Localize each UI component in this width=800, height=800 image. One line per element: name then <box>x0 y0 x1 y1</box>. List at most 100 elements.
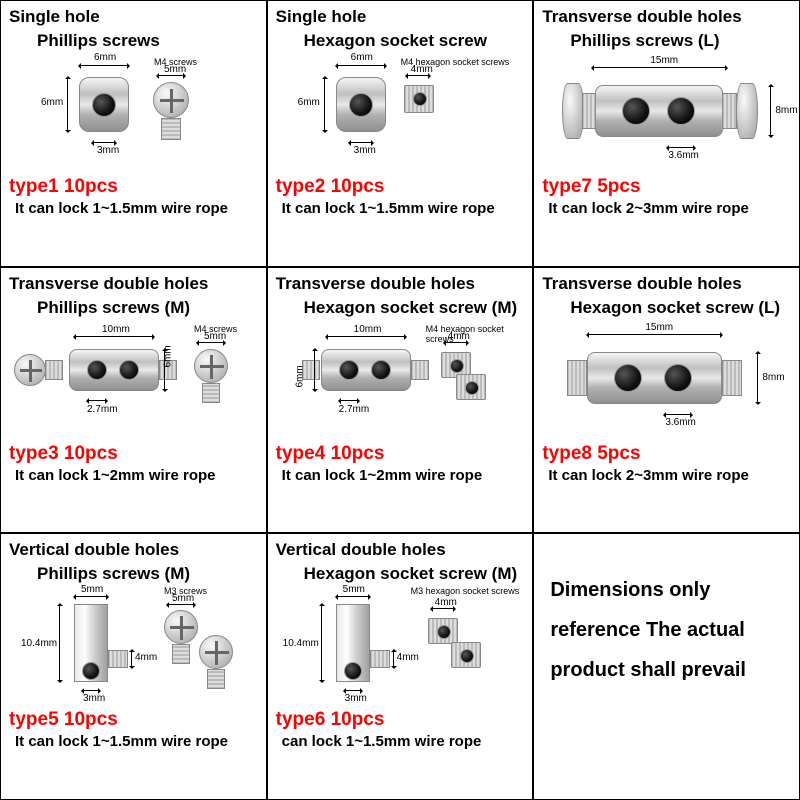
category-title: Vertical double holes <box>9 540 258 560</box>
dim-width: 10mm <box>354 324 382 335</box>
bottom-hole <box>344 662 362 680</box>
dim-height: 10.4mm <box>21 638 57 649</box>
cell-type6: Vertical double holes Hexagon socket scr… <box>267 533 534 800</box>
type-label: type2 10pcs <box>276 176 525 198</box>
cell-type7: Transverse double holes Phillips screws … <box>533 0 800 267</box>
category-title: Single hole <box>9 7 258 27</box>
screw-threads <box>161 118 181 140</box>
category-title: Transverse double holes <box>542 7 791 27</box>
lock-spec: It can lock 1~1.5mm wire rope <box>282 200 525 217</box>
dim-screw: 4mm <box>448 331 470 342</box>
screw-head-left <box>562 83 584 139</box>
dim-height: 6mm <box>294 365 305 387</box>
dim-width: 5mm <box>81 584 103 595</box>
product-diagram: 5mm 10.4mm 4mm 3mm M3 screws 5mm <box>9 590 258 705</box>
type-label: type4 10pcs <box>276 443 525 465</box>
dim-screw: 4mm <box>435 597 457 608</box>
lock-spec: It can lock 1~2mm wire rope <box>282 467 525 484</box>
screw-type-title: Phillips screws (M) <box>37 564 258 584</box>
cell-type2: Single hole Hexagon socket screw 6mm 6mm… <box>267 0 534 267</box>
dim-hole: 3mm <box>354 145 376 156</box>
product-diagram: 6mm 6mm 3mm M4 screws 5mm <box>9 57 258 172</box>
screw-type-title: Phillips screws <box>37 31 258 51</box>
threads-right <box>411 360 429 380</box>
category-title: Transverse double holes <box>276 274 525 294</box>
dim-hole: 3.6mm <box>668 150 699 161</box>
side-threads <box>108 650 128 668</box>
screw-label: M4 hexagon socket screws <box>426 324 525 344</box>
cell-type8: Transverse double holes Hexagon socket s… <box>533 267 800 534</box>
screw-type-title: Phillips screws (L) <box>570 31 791 51</box>
dim-screw: 5mm <box>172 593 194 604</box>
hex-screw-1 <box>428 618 458 644</box>
dim-screw: 5mm <box>164 64 186 75</box>
dim-hole: 3.6mm <box>665 417 696 428</box>
threads-1 <box>172 644 190 664</box>
cell-type5: Vertical double holes Phillips screws (M… <box>0 533 267 800</box>
hex-screw-icon <box>404 85 434 113</box>
dim-height: 10.4mm <box>283 638 319 649</box>
dim-width: 5mm <box>343 584 365 595</box>
dim-width: 10mm <box>102 324 130 335</box>
lock-spec: It can lock 1~2mm wire rope <box>15 467 258 484</box>
lock-spec: It can lock 2~3mm wire rope <box>548 467 791 484</box>
hex-screw-2 <box>456 374 486 400</box>
threads-2 <box>207 669 225 689</box>
threads-left <box>567 360 587 396</box>
dim-hole: 2.7mm <box>339 404 370 415</box>
threads-down <box>202 383 220 403</box>
lock-spec: It can lock 1~1.5mm wire rope <box>15 733 258 750</box>
dim-bottom: 3mm <box>345 693 367 704</box>
dim-hole: 3mm <box>97 145 119 156</box>
lock-spec: can lock 1~1.5mm wire rope <box>282 733 525 750</box>
cell-type1: Single hole Phillips screws 6mm 6mm 3mm … <box>0 0 267 267</box>
category-title: Transverse double holes <box>9 274 258 294</box>
product-diagram: 10mm 6mm M4 hexagon socket screws 4mm 2.… <box>276 324 525 439</box>
barrel-body <box>69 349 159 391</box>
product-grid: Single hole Phillips screws 6mm 6mm 3mm … <box>0 0 800 800</box>
phillips-screw-left <box>14 354 46 386</box>
dim-width: 15mm <box>650 55 678 66</box>
phillips-screw-2 <box>199 635 233 669</box>
type-label: type5 10pcs <box>9 709 258 731</box>
dim-height: 8mm <box>762 372 784 383</box>
dim-width: 6mm <box>94 52 116 63</box>
screw-head-right <box>736 83 758 139</box>
type-label: type6 10pcs <box>276 709 525 731</box>
product-diagram: 15mm 8mm 3.6mm <box>542 324 791 439</box>
type-label: type8 5pcs <box>542 443 791 465</box>
type-label: type1 10pcs <box>9 176 258 198</box>
barrel-body <box>321 349 411 391</box>
dim-height: 8mm <box>775 105 797 116</box>
dim-side: 4mm <box>135 652 157 663</box>
wire-hole-1 <box>614 364 642 392</box>
screw-type-title: Hexagon socket screw (M) <box>304 298 525 318</box>
lock-spec: It can lock 1~1.5mm wire rope <box>15 200 258 217</box>
dim-screw: 5mm <box>204 331 226 342</box>
dim-hole: 2.7mm <box>87 404 118 415</box>
category-title: Single hole <box>276 7 525 27</box>
dim-width: 6mm <box>351 52 373 63</box>
screw-type-title: Hexagon socket screw (L) <box>570 298 791 318</box>
lock-spec: It can lock 2~3mm wire rope <box>548 200 791 217</box>
dim-side: 4mm <box>397 652 419 663</box>
dim-height: 6mm <box>41 97 63 108</box>
barrel-body <box>587 352 722 404</box>
product-diagram: 5mm 10.4mm 4mm 3mm M3 hexagon socket scr… <box>276 590 525 705</box>
product-diagram: 15mm 8mm 3.6mm <box>542 57 791 172</box>
wire-hole-2 <box>119 360 139 380</box>
wire-hole-2 <box>664 364 692 392</box>
type-label: type7 5pcs <box>542 176 791 198</box>
wire-hole-2 <box>371 360 391 380</box>
screw-label: M3 hexagon socket screws <box>411 586 520 596</box>
dim-width: 15mm <box>645 322 673 333</box>
wire-hole <box>349 93 373 117</box>
cell-disclaimer: Dimensions only reference The actual pro… <box>533 533 800 800</box>
type-label: type3 10pcs <box>9 443 258 465</box>
phillips-screw-icon <box>153 82 189 118</box>
cell-type3: Transverse double holes Phillips screws … <box>0 267 267 534</box>
product-diagram: 10mm 6mm M4 screws 5mm 2.7mm <box>9 324 258 439</box>
dim-screw: 4mm <box>411 64 433 75</box>
product-diagram: 6mm 6mm 3mm M4 hexagon socket screws 4mm <box>276 57 525 172</box>
wire-hole-1 <box>339 360 359 380</box>
